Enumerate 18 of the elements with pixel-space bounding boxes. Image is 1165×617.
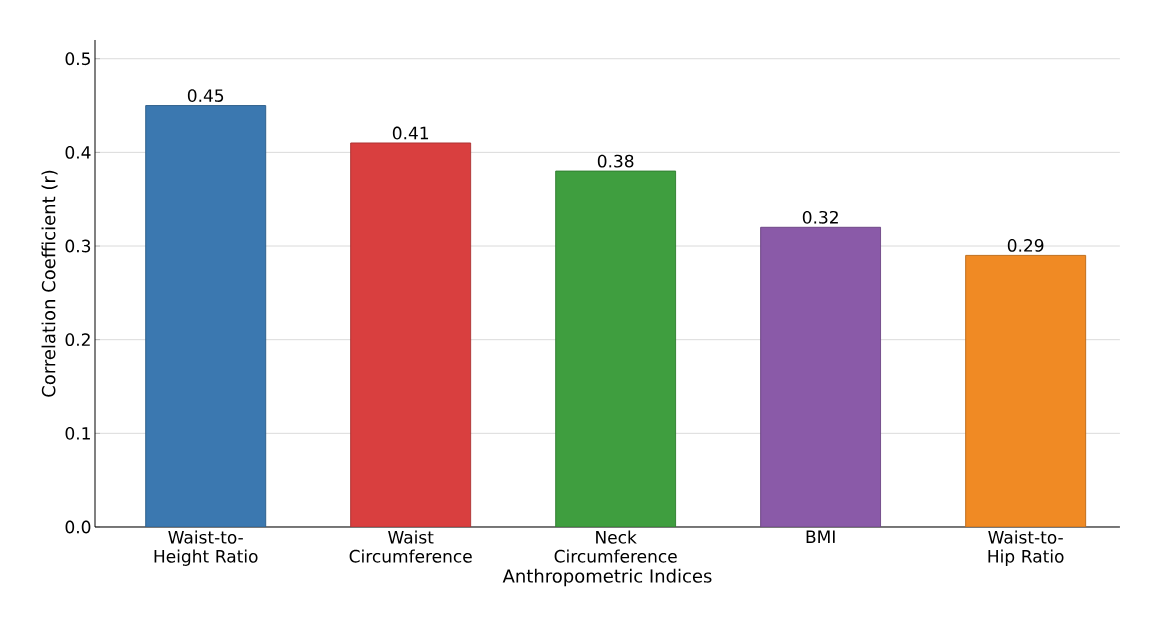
data-label: 0.38	[597, 154, 634, 168]
y-axis-title: Correlation Coefficient (r)	[41, 170, 58, 397]
y-tick-label: 0.5	[65, 52, 90, 66]
y-tick-label: 0.0	[65, 520, 91, 534]
data-label: 0.29	[1007, 239, 1044, 252]
data-label: 0.41	[392, 126, 429, 140]
y-tick-label: 0.1	[65, 426, 90, 440]
x-axis-title: Anthropometric Indices	[502, 568, 712, 587]
y-tick-label: 0.4	[65, 145, 91, 159]
x-tick-label: BMI	[806, 530, 835, 543]
data-label: 0.45	[187, 89, 224, 103]
y-tick-label: 0.2	[65, 333, 90, 347]
x-tick-label: Waist-to-Height Ratio	[154, 530, 258, 566]
x-tick-label: Waist Circumference	[349, 530, 472, 563]
y-tick-label: 0.3	[65, 239, 91, 253]
x-tick-label: Neck Circumference	[554, 530, 677, 563]
x-tick-label: Waist-to-Hip Ratio	[988, 530, 1064, 566]
data-label: 0.32	[802, 210, 838, 224]
